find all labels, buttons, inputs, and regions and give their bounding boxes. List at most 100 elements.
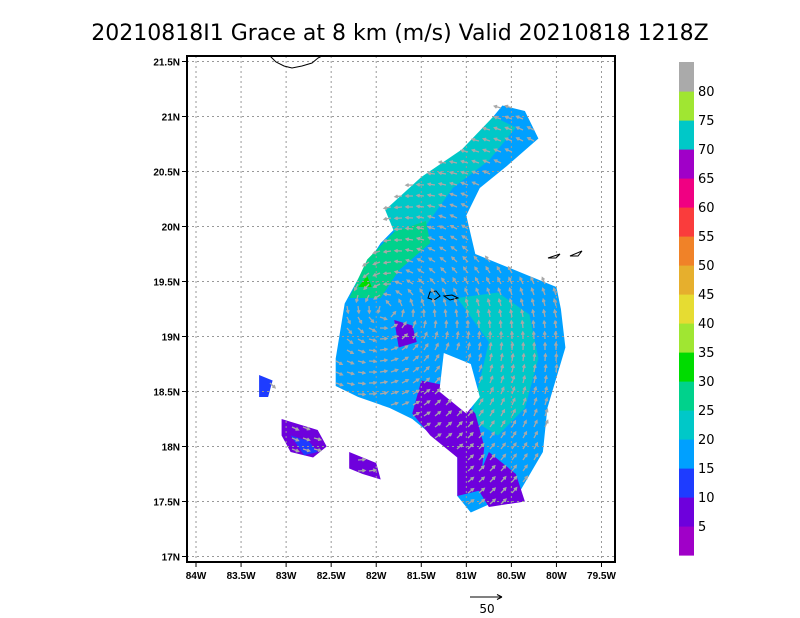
wind-vector — [554, 363, 559, 373]
wind-vector — [455, 330, 460, 340]
wind-vector — [361, 261, 370, 267]
wind-vector — [434, 422, 442, 428]
colorbar-label: 5 — [698, 520, 706, 535]
plot-frame — [186, 55, 616, 563]
wind-vector — [463, 276, 469, 285]
wind-vector — [552, 287, 557, 296]
wind-vector — [415, 182, 425, 187]
wind-vector — [500, 386, 505, 395]
wind-region — [349, 452, 381, 480]
wind-vector — [382, 282, 392, 287]
wind-vector — [543, 363, 548, 373]
wind-vector — [362, 272, 370, 279]
wind-vector — [354, 294, 359, 304]
wind-vector — [426, 171, 436, 176]
y-tick-label: 21N — [162, 113, 180, 124]
wind-vector — [482, 170, 491, 175]
wind-vector — [434, 399, 442, 406]
wind-vector — [412, 355, 420, 362]
wind-vector — [449, 181, 458, 186]
wind-vector — [522, 408, 527, 417]
wind-vector — [442, 287, 447, 296]
wind-vector — [497, 298, 502, 307]
wind-vector — [478, 465, 485, 472]
wind-vector — [504, 148, 513, 153]
wind-vector — [511, 453, 517, 461]
wind-vector — [385, 299, 392, 307]
wind-vector — [465, 308, 470, 318]
wind-vector — [486, 287, 491, 296]
wind-vector — [470, 137, 480, 142]
colorbar-swatch — [679, 468, 694, 498]
wind-vector — [478, 476, 486, 483]
wind-vector — [489, 408, 495, 417]
wind-vector — [431, 298, 436, 307]
wind-vector — [533, 452, 539, 461]
wind-vector — [346, 327, 353, 335]
wind-vector — [531, 330, 536, 340]
wind-vector — [368, 348, 378, 353]
wind-vector — [440, 277, 447, 285]
wind-vector — [456, 409, 463, 417]
wind-vector — [477, 341, 482, 351]
wind-vector — [419, 288, 425, 296]
wind-vector — [357, 381, 367, 386]
wind-vector — [423, 377, 431, 384]
wind-vector — [478, 409, 484, 417]
wind-vector — [390, 310, 397, 318]
wind-vector — [368, 468, 378, 473]
wind-vector — [426, 214, 436, 219]
colorbar-swatch — [679, 410, 694, 440]
colorbar-label: 55 — [698, 230, 715, 245]
wind-vector — [445, 330, 449, 340]
wind-vector — [434, 342, 439, 351]
wind-vector — [401, 356, 410, 362]
wind-vector — [372, 272, 381, 277]
wind-vector — [434, 388, 441, 395]
wind-vector — [499, 330, 504, 340]
wind-vector — [434, 331, 439, 340]
wind-vector — [511, 375, 516, 384]
wind-vector — [409, 298, 414, 307]
wind-vector — [407, 288, 414, 296]
wind-vector — [520, 330, 525, 340]
wind-vector — [415, 236, 425, 241]
wind-vector — [462, 255, 469, 263]
wind-vector — [434, 376, 441, 384]
wind-vector — [493, 159, 502, 164]
colorbar-label: 25 — [698, 404, 715, 419]
wind-vector — [423, 366, 430, 373]
wind-vector — [390, 323, 399, 329]
wind-vector — [489, 375, 494, 384]
wind-vector — [401, 345, 409, 351]
wind-vector — [474, 266, 480, 274]
wind-vector — [382, 238, 392, 243]
wind-vector — [489, 352, 493, 362]
wind-vector — [521, 352, 526, 362]
wind-vector — [438, 214, 447, 219]
wind-vector — [519, 297, 524, 307]
colorbar-swatch — [679, 265, 694, 295]
wind-vector — [404, 215, 414, 220]
x-tick-label: 80.5W — [497, 571, 526, 582]
colorbar-swatch — [679, 381, 694, 411]
x-tick-label: 83.5W — [227, 571, 256, 582]
wind-vector — [511, 408, 516, 417]
wind-vector — [488, 341, 493, 351]
wind-vector — [455, 319, 460, 329]
colorbar-label: 50 — [698, 259, 715, 274]
wind-vector — [500, 464, 507, 472]
wind-vector — [412, 320, 417, 329]
wind-vector — [519, 287, 524, 296]
wind-vector — [382, 205, 392, 210]
wind-vector — [511, 397, 516, 406]
wind-vector — [291, 426, 300, 431]
wind-region — [349, 221, 431, 298]
wind-vector — [533, 386, 538, 395]
wind-vector — [522, 441, 528, 450]
wind-vector — [489, 397, 494, 406]
wind-vector — [434, 353, 440, 362]
x-tick-label: 81W — [456, 571, 477, 582]
wind-vector — [372, 283, 381, 288]
x-tick-label: 83W — [276, 571, 297, 582]
